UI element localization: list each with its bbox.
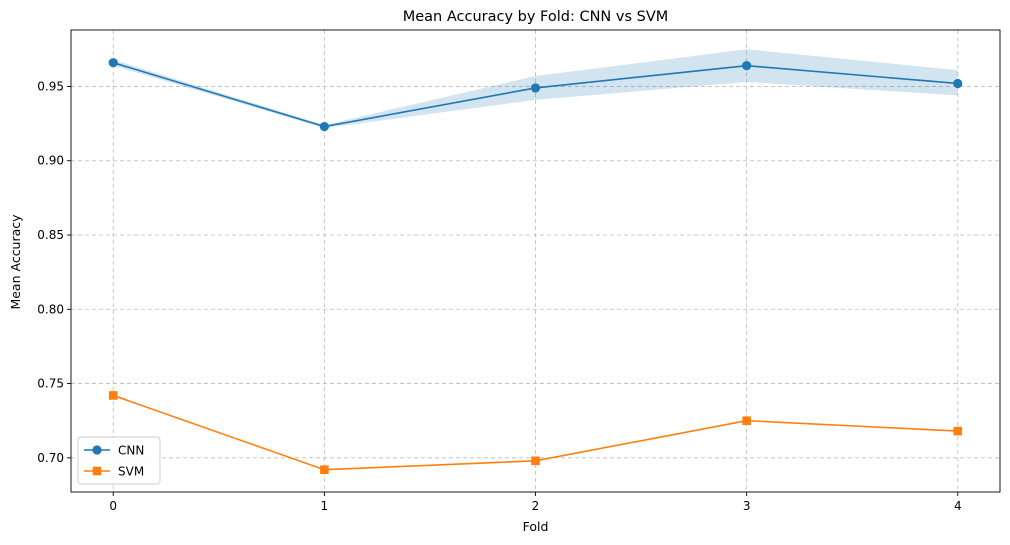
legend-label-svm: SVM: [118, 464, 144, 478]
y-tick-label: 0.70: [37, 451, 64, 465]
data-point-cnn: [108, 58, 118, 68]
data-point-svm: [953, 426, 963, 436]
x-tick-label: 3: [743, 499, 751, 513]
data-point-cnn: [319, 121, 329, 132]
legend-marker-cnn: [92, 445, 102, 455]
x-tick-label: 4: [954, 499, 962, 513]
data-point-cnn: [530, 83, 541, 93]
y-tick-label: 0.90: [37, 154, 64, 168]
x-tick-label: 0: [109, 499, 117, 513]
data-point-svm: [531, 456, 540, 466]
data-point-svm: [742, 416, 751, 425]
y-tick-label: 0.80: [37, 302, 64, 316]
x-tick-label: 2: [532, 499, 540, 513]
y-axis-label: Mean Accuracy: [8, 214, 23, 310]
y-tick-label: 0.85: [37, 228, 64, 242]
legend-marker-svm: [92, 466, 102, 476]
y-tick-label: 0.95: [37, 79, 64, 93]
legend-label-cnn: CNN: [118, 443, 144, 457]
data-point-svm: [108, 391, 118, 400]
data-point-cnn: [742, 61, 752, 71]
x-axis-label: Fold: [523, 519, 549, 534]
chart-title: Mean Accuracy by Fold: CNN vs SVM: [403, 9, 669, 25]
data-point-cnn: [953, 78, 963, 89]
x-tick-label: 1: [321, 499, 329, 513]
y-tick-label: 0.75: [37, 377, 64, 391]
data-point-svm: [320, 465, 329, 475]
